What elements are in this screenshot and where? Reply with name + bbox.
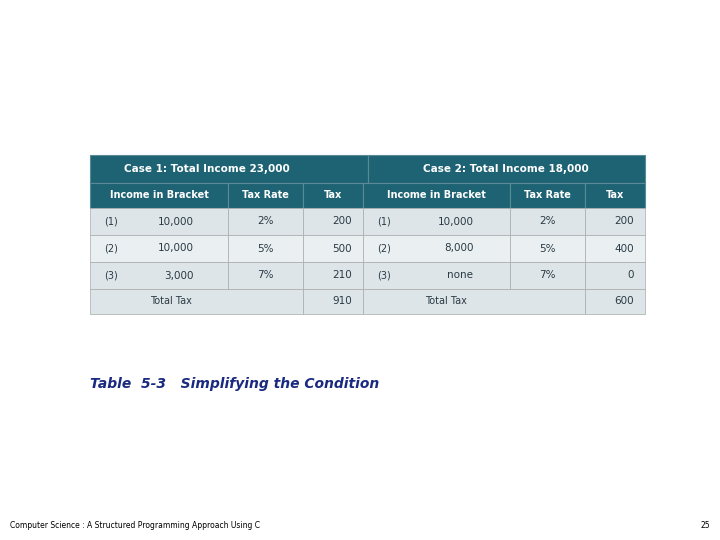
Text: (1): (1): [377, 217, 391, 226]
Text: 10,000: 10,000: [158, 244, 194, 253]
Text: Tax Rate: Tax Rate: [242, 191, 289, 200]
Text: 910: 910: [333, 296, 352, 307]
Bar: [363, 262, 510, 289]
Bar: [585, 262, 645, 289]
Text: 200: 200: [333, 217, 352, 226]
Text: Tax Rate: Tax Rate: [524, 191, 571, 200]
Text: Tax: Tax: [606, 191, 624, 200]
Bar: [303, 235, 363, 262]
Text: 200: 200: [615, 217, 634, 226]
Text: Income in Bracket: Income in Bracket: [387, 191, 486, 200]
Bar: [90, 262, 228, 289]
Bar: [510, 208, 585, 235]
Bar: [585, 183, 645, 208]
Text: none: none: [447, 271, 473, 280]
Text: (3): (3): [377, 271, 391, 280]
Text: 210: 210: [333, 271, 352, 280]
Text: 7%: 7%: [539, 271, 556, 280]
Bar: [585, 235, 645, 262]
Bar: [510, 262, 585, 289]
Bar: [510, 183, 585, 208]
Bar: [303, 183, 363, 208]
Text: 400: 400: [615, 244, 634, 253]
Text: 7%: 7%: [257, 271, 274, 280]
Bar: [90, 289, 303, 314]
Bar: [228, 262, 303, 289]
Text: 0: 0: [628, 271, 634, 280]
Bar: [90, 155, 367, 183]
Text: Tax: Tax: [324, 191, 342, 200]
Text: (1): (1): [104, 217, 117, 226]
Text: 25: 25: [701, 521, 710, 530]
Text: 2%: 2%: [539, 217, 556, 226]
Text: Total Tax: Total Tax: [425, 296, 467, 307]
Text: 8,000: 8,000: [444, 244, 473, 253]
Bar: [585, 208, 645, 235]
Text: (3): (3): [104, 271, 117, 280]
Bar: [363, 235, 510, 262]
Bar: [228, 208, 303, 235]
Text: (2): (2): [104, 244, 117, 253]
Bar: [367, 155, 645, 183]
Bar: [585, 289, 645, 314]
Text: 10,000: 10,000: [437, 217, 473, 226]
Bar: [303, 262, 363, 289]
Text: 5%: 5%: [539, 244, 556, 253]
Bar: [90, 183, 228, 208]
Text: 500: 500: [333, 244, 352, 253]
Bar: [363, 208, 510, 235]
Bar: [90, 208, 228, 235]
Bar: [90, 235, 228, 262]
Bar: [510, 235, 585, 262]
Text: 5%: 5%: [257, 244, 274, 253]
Bar: [303, 208, 363, 235]
Text: Computer Science : A Structured Programming Approach Using C: Computer Science : A Structured Programm…: [10, 521, 260, 530]
Bar: [228, 183, 303, 208]
Bar: [228, 235, 303, 262]
Text: 600: 600: [615, 296, 634, 307]
Bar: [303, 289, 363, 314]
Text: (2): (2): [377, 244, 392, 253]
Text: Table  5-3   Simplifying the Condition: Table 5-3 Simplifying the Condition: [90, 377, 379, 391]
Text: Case 1: Total Income 23,000: Case 1: Total Income 23,000: [124, 164, 289, 174]
Text: Case 2: Total Income 18,000: Case 2: Total Income 18,000: [423, 164, 589, 174]
Bar: [363, 183, 510, 208]
Bar: [363, 289, 585, 314]
Text: Total Tax: Total Tax: [150, 296, 192, 307]
Text: 2%: 2%: [257, 217, 274, 226]
Text: 10,000: 10,000: [158, 217, 194, 226]
Text: Income in Bracket: Income in Bracket: [109, 191, 208, 200]
Text: 3,000: 3,000: [164, 271, 194, 280]
